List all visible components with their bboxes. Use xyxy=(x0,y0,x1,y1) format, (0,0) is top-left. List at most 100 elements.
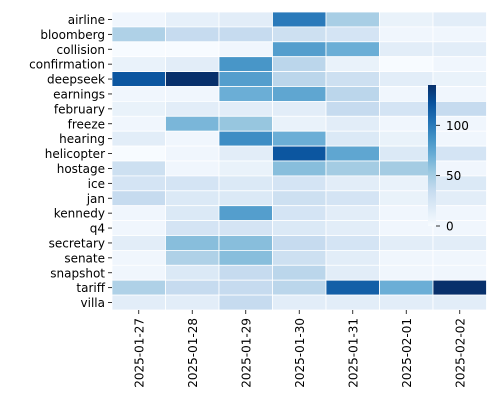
heatmap-cell xyxy=(325,279,380,296)
heatmap-cell xyxy=(165,249,220,266)
heatmap-cell xyxy=(218,11,273,28)
row-label: villa xyxy=(81,296,105,310)
heatmap-cell xyxy=(379,115,434,132)
heatmap-cell xyxy=(325,175,380,192)
heatmap-cell xyxy=(325,130,380,147)
heatmap-cell xyxy=(165,41,220,58)
heatmap-cell xyxy=(165,130,220,147)
heatmap-cell xyxy=(165,235,220,251)
colorbar-tick-label: 50 xyxy=(446,169,461,183)
heatmap-cell xyxy=(165,220,220,236)
row-label: q4 xyxy=(90,222,105,236)
heatmap-cell xyxy=(218,145,273,162)
colorbar-gradient xyxy=(428,85,436,226)
heatmap-cell xyxy=(272,175,327,192)
heatmap-cell xyxy=(432,220,487,236)
heatmap-cell xyxy=(111,145,166,162)
row-labels: airlinebloombergcollisionconfirmationdee… xyxy=(29,13,112,310)
row-label: confirmation xyxy=(29,58,105,72)
heatmap-cell xyxy=(272,294,327,311)
heatmap-cell xyxy=(111,11,166,28)
column-label: 2025-01-30 xyxy=(293,318,307,388)
column-label: 2025-01-27 xyxy=(132,318,146,388)
heatmap-cell xyxy=(325,86,380,102)
row-label: snapshot xyxy=(50,266,105,280)
heatmap-cell xyxy=(325,235,380,251)
heatmap-cell xyxy=(325,294,380,311)
heatmap-cell xyxy=(272,26,327,43)
heatmap-cell xyxy=(111,235,166,251)
row-label: jan xyxy=(86,192,105,206)
row-label: senate xyxy=(64,251,105,265)
heatmap-cell xyxy=(111,279,166,296)
heatmap-cell xyxy=(111,220,166,236)
heatmap-cell xyxy=(432,11,487,28)
heatmap-cell xyxy=(379,56,434,73)
heatmap-cell xyxy=(165,205,220,221)
heatmap-cell xyxy=(432,294,487,311)
heatmap-cell xyxy=(272,115,327,132)
heatmap-cell xyxy=(218,160,273,177)
heatmap-cell xyxy=(111,264,166,281)
row-label: collision xyxy=(57,43,105,57)
row-label: hostage xyxy=(57,162,105,176)
heatmap-cell xyxy=(111,56,166,73)
column-label: 2025-02-01 xyxy=(400,318,414,388)
heatmap-cell xyxy=(165,86,220,102)
heatmap-cell xyxy=(379,249,434,266)
row-label: earnings xyxy=(53,87,105,101)
heatmap-cell xyxy=(218,86,273,102)
heatmap-cell xyxy=(111,71,166,87)
heatmap-cell xyxy=(325,264,380,281)
heatmap-cell xyxy=(272,205,327,221)
heatmap-cell xyxy=(272,11,327,28)
column-label: 2025-02-02 xyxy=(453,318,467,388)
heatmap-cell xyxy=(218,56,273,73)
heatmap-cell xyxy=(325,71,380,87)
heatmap-cell xyxy=(432,145,487,162)
heatmap-cell xyxy=(165,56,220,73)
heatmap-cell xyxy=(218,220,273,236)
heatmap-cell xyxy=(379,86,434,102)
heatmap-cell xyxy=(218,101,273,117)
heatmap-cell xyxy=(325,26,380,43)
heatmap-cell xyxy=(325,220,380,236)
heatmap-cell xyxy=(379,11,434,28)
row-label: ice xyxy=(88,177,105,191)
heatmap-cell xyxy=(432,190,487,207)
colorbar-tick-label: 100 xyxy=(446,119,469,133)
heatmap-cell xyxy=(325,160,380,177)
heatmap-cell xyxy=(379,101,434,117)
row-label: secretary xyxy=(49,236,105,250)
heatmap-cell xyxy=(111,175,166,192)
heatmap-cell xyxy=(218,294,273,311)
heatmap-cell xyxy=(272,264,327,281)
row-label: bloomberg xyxy=(40,28,105,42)
heatmap-cell xyxy=(325,101,380,117)
heatmap-cell xyxy=(218,249,273,266)
heatmap-cell xyxy=(165,279,220,296)
heatmap-cell xyxy=(325,41,380,58)
heatmap-cell xyxy=(165,145,220,162)
heatmap-cell xyxy=(432,130,487,147)
heatmap-cell xyxy=(272,130,327,147)
heatmap-cell xyxy=(432,41,487,58)
heatmap-cell xyxy=(432,205,487,221)
colorbar-tick-label: 0 xyxy=(446,220,454,234)
heatmap-cell xyxy=(272,279,327,296)
heatmap-cell xyxy=(111,130,166,147)
heatmap-cell xyxy=(379,279,434,296)
row-label: freeze xyxy=(68,117,105,131)
heatmap-cell xyxy=(165,26,220,43)
heatmap-cell xyxy=(272,56,327,73)
heatmap-cell xyxy=(111,294,166,311)
heatmap-cell xyxy=(379,130,434,147)
heatmap-cell xyxy=(272,160,327,177)
row-label: deepseek xyxy=(47,73,105,87)
heatmap-cell xyxy=(111,160,166,177)
heatmap-cell xyxy=(432,86,487,102)
heatmap-cell xyxy=(379,175,434,192)
heatmap-cell xyxy=(272,235,327,251)
heatmap-cell xyxy=(111,86,166,102)
